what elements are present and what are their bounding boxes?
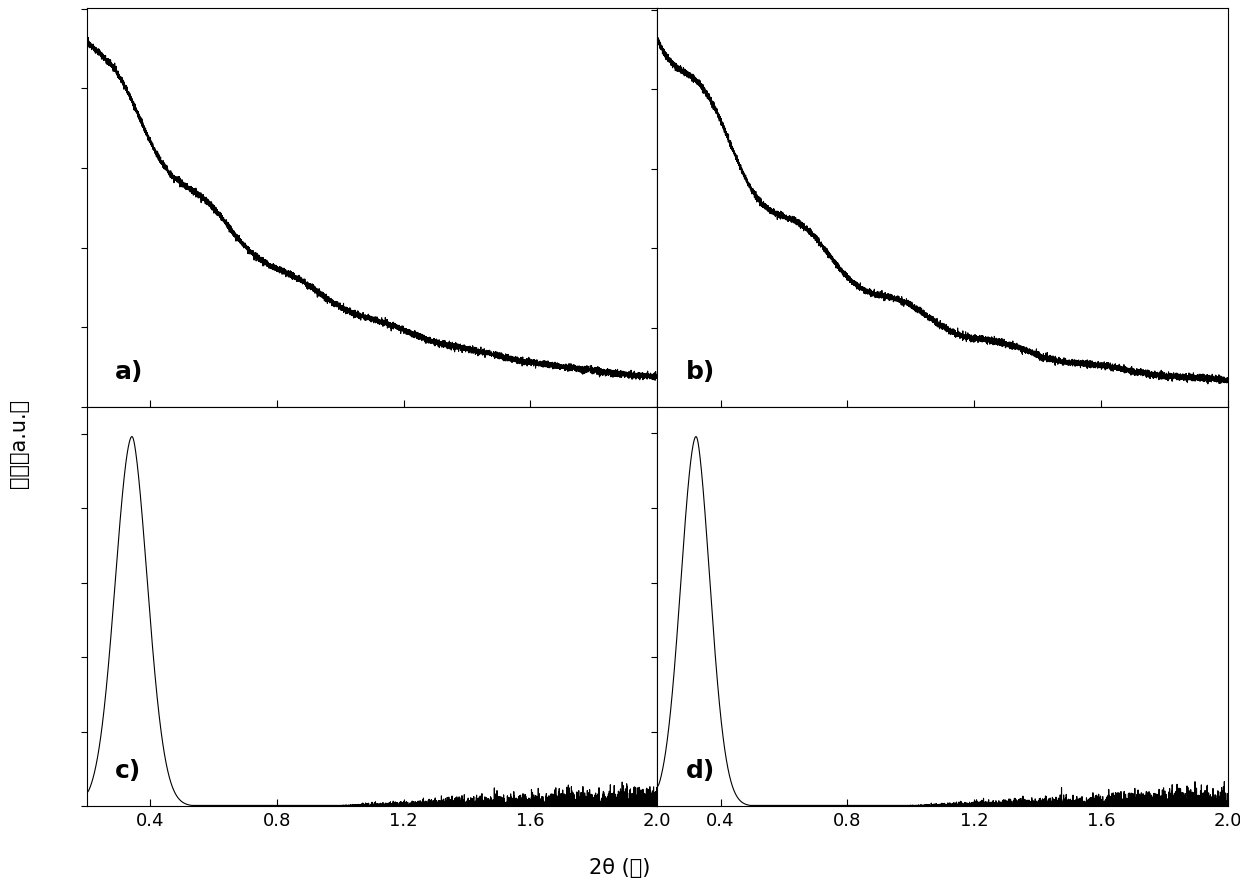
Text: 2θ (度): 2θ (度): [589, 857, 651, 877]
Text: a): a): [115, 360, 144, 384]
Text: b): b): [686, 360, 715, 384]
Text: c): c): [115, 758, 141, 782]
Text: d): d): [686, 758, 715, 782]
Text: 强度（a.u.）: 强度（a.u.）: [9, 399, 29, 487]
